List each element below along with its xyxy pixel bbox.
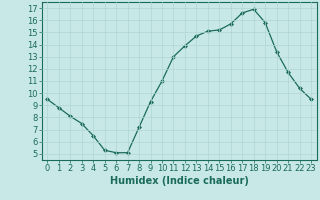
X-axis label: Humidex (Indice chaleur): Humidex (Indice chaleur) — [110, 176, 249, 186]
